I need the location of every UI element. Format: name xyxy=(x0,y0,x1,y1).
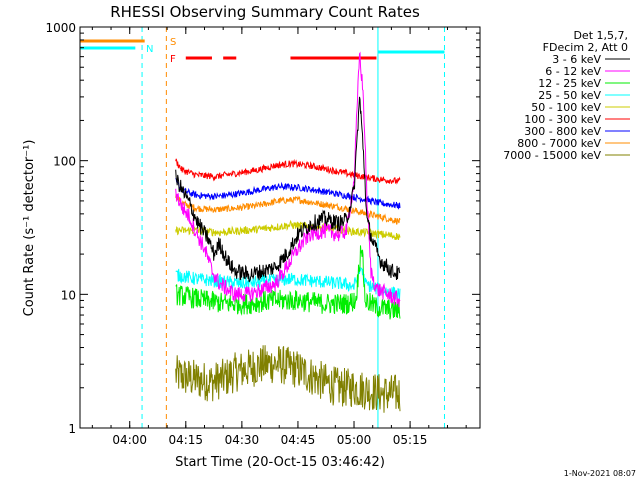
series-line-6 xyxy=(175,177,401,210)
x-tick-label-2: 04:30 xyxy=(225,433,260,447)
legend-label-4: 50 - 100 keV xyxy=(531,101,601,114)
series-line-3 xyxy=(175,266,401,300)
x-tick-label-5: 05:15 xyxy=(393,433,428,447)
legend-label-8: 7000 - 15000 keV xyxy=(503,149,601,162)
x-tick-label-3: 04:45 xyxy=(281,433,316,447)
chart-title: RHESSI Observing Summary Count Rates xyxy=(110,3,420,21)
axes: 04:00 04:15 04:30 04:45 05:00 05:15 1 10 100 1000 xyxy=(45,21,480,447)
series-line-1 xyxy=(175,51,401,308)
y-axis-label: Count Rate (s⁻¹ detector⁻¹) xyxy=(22,140,37,317)
legend-label-5: 100 - 300 keV xyxy=(524,113,601,126)
legend-label-3: 25 - 50 keV xyxy=(538,89,601,102)
series-line-2 xyxy=(175,245,401,320)
plot-area: S N F xyxy=(79,27,445,428)
legend-label-0: 3 - 6 keV xyxy=(552,53,601,66)
y-tick-label-1: 10 xyxy=(61,288,76,302)
legend-label-1: 6 - 12 keV xyxy=(545,65,601,78)
series-line-7 xyxy=(175,193,401,225)
x-tick-label-1: 04:15 xyxy=(168,433,203,447)
x-tick-label-0: 04:00 xyxy=(112,433,147,447)
series-line-0 xyxy=(175,96,401,283)
legend-header-line-1: Det 1,5,7, xyxy=(573,29,628,42)
legend-label-2: 12 - 25 keV xyxy=(538,77,601,90)
x-tick-label-4: 05:00 xyxy=(337,433,372,447)
series-line-5 xyxy=(175,158,401,185)
plot-frame xyxy=(79,26,481,429)
legend-header-line-2: FDecim 2, Att 0 xyxy=(543,41,628,54)
legend-label-7: 800 - 7000 keV xyxy=(517,137,601,150)
y-tick-label-0: 1 xyxy=(68,422,76,436)
flag-s-label: S xyxy=(170,37,176,48)
series-line-4 xyxy=(175,219,401,240)
footer-date: 1-Nov-2021 08:07 xyxy=(564,469,636,478)
flag-n-label: N xyxy=(146,44,153,55)
y-tick-label-3: 1000 xyxy=(45,21,76,35)
legend-label-6: 300 - 800 keV xyxy=(524,125,601,138)
x-axis-label: Start Time (20-Oct-15 03:46:42) xyxy=(175,455,385,470)
y-tick-label-2: 100 xyxy=(53,155,76,169)
flag-f-label: F xyxy=(170,54,176,65)
series-line-8 xyxy=(175,345,401,413)
